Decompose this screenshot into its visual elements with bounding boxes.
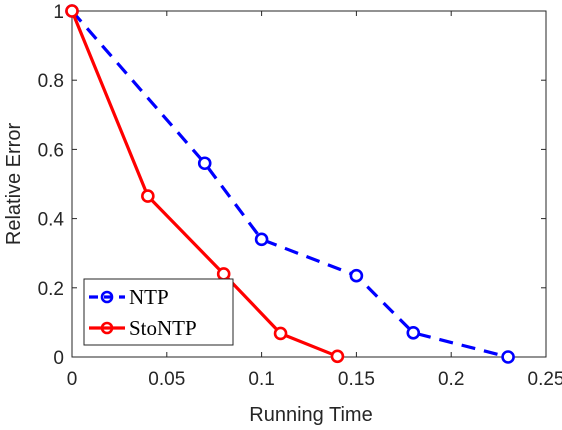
x-tick-label: 0.1 xyxy=(248,369,274,390)
axes xyxy=(71,10,547,358)
y-tick-label: 0.8 xyxy=(38,71,64,92)
x-axis-label: Running Time xyxy=(249,404,372,426)
x-tick-label: 0.25 xyxy=(528,369,562,390)
legend-label-stontp: StoNTP xyxy=(129,316,197,340)
y-tick-label: 0.2 xyxy=(38,279,64,300)
x-tick-label: 0.2 xyxy=(438,369,464,390)
legend-marker-ntp xyxy=(100,290,114,304)
x-ticks: 0 0.05 0.1 0.15 0.2 0.25 xyxy=(67,11,562,390)
x-tick-label: 0.05 xyxy=(148,369,185,390)
data-point-stontp xyxy=(330,349,345,364)
x-tick-label: 0 xyxy=(67,369,78,390)
data-point-stontp xyxy=(141,189,155,203)
data-point-stontp xyxy=(65,4,79,18)
data-point-ntp xyxy=(501,350,515,364)
legend-marker-stontp xyxy=(100,321,114,335)
data-point-stontp xyxy=(216,267,231,281)
y-ticks: 0 0.2 0.4 0.6 0.8 1 xyxy=(38,2,546,369)
axes-box xyxy=(71,10,547,358)
data-point-stontp xyxy=(273,326,288,341)
y-tick-label: 0.4 xyxy=(38,210,65,231)
data-point-ntp xyxy=(349,268,364,283)
plot-area xyxy=(65,4,515,364)
y-tick-label: 0 xyxy=(53,348,64,369)
data-point-ntp xyxy=(254,232,269,247)
y-tick-label: 0.6 xyxy=(38,140,64,161)
x-tick-label: 0.15 xyxy=(338,369,375,390)
series-line-ntp xyxy=(70,9,509,359)
legend-label-ntp: NTP xyxy=(129,285,169,309)
y-tick-label: 1 xyxy=(53,2,64,23)
data-point-ntp xyxy=(406,325,421,340)
y-axis-label: Relative Error xyxy=(3,123,25,246)
data-point-ntp xyxy=(197,156,212,171)
legend: NTP StoNTP xyxy=(83,278,234,346)
